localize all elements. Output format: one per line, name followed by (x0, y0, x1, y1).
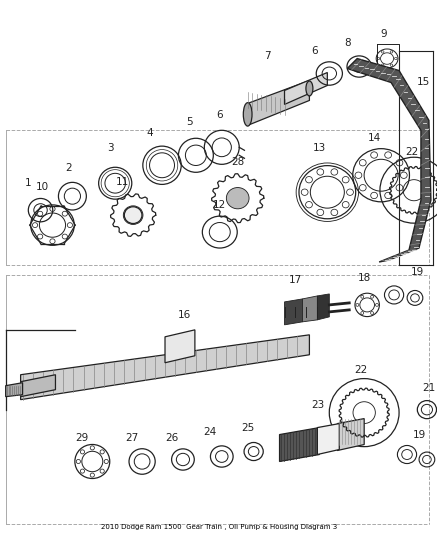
Ellipse shape (306, 81, 313, 96)
Text: 14: 14 (367, 133, 381, 143)
Polygon shape (285, 72, 327, 104)
Polygon shape (165, 330, 195, 363)
Text: 17: 17 (289, 275, 302, 285)
Text: 22: 22 (355, 365, 368, 375)
Text: 6: 6 (216, 110, 223, 120)
Text: 4: 4 (147, 128, 153, 139)
Polygon shape (337, 418, 364, 450)
Polygon shape (6, 383, 23, 397)
Ellipse shape (124, 207, 142, 223)
Text: 1: 1 (25, 178, 32, 188)
Text: 16: 16 (178, 310, 191, 320)
Polygon shape (318, 294, 329, 320)
Text: 21: 21 (422, 383, 435, 393)
Polygon shape (21, 335, 309, 400)
Text: 19: 19 (412, 430, 426, 440)
Text: 6: 6 (311, 45, 318, 55)
Text: 2010 Dodge Ram 1500  Gear Train , Oil Pump & Housing Diagram 3: 2010 Dodge Ram 1500 Gear Train , Oil Pum… (101, 523, 337, 530)
Text: 9: 9 (381, 29, 388, 38)
Polygon shape (303, 296, 318, 322)
Text: 7: 7 (264, 51, 271, 61)
Ellipse shape (124, 206, 143, 224)
Polygon shape (247, 80, 309, 125)
Text: 23: 23 (311, 400, 324, 410)
Text: 3: 3 (107, 143, 113, 154)
Text: 12: 12 (213, 200, 226, 210)
Text: 25: 25 (241, 423, 254, 433)
Text: 26: 26 (166, 433, 179, 442)
Text: 13: 13 (313, 143, 326, 154)
Polygon shape (318, 424, 339, 455)
Text: 2: 2 (65, 163, 72, 173)
Text: 28: 28 (231, 157, 244, 167)
Text: 8: 8 (344, 38, 350, 47)
Text: 27: 27 (126, 433, 139, 442)
Text: 29: 29 (76, 433, 89, 442)
Polygon shape (347, 59, 431, 262)
Text: 18: 18 (357, 273, 371, 283)
Text: 24: 24 (203, 426, 216, 437)
Polygon shape (285, 299, 303, 325)
Text: 22: 22 (405, 147, 419, 157)
Ellipse shape (226, 188, 249, 209)
Polygon shape (279, 427, 319, 462)
Polygon shape (21, 375, 56, 397)
Text: 15: 15 (416, 77, 430, 87)
Text: 11: 11 (116, 177, 129, 187)
Text: 5: 5 (187, 117, 193, 127)
Ellipse shape (243, 103, 252, 126)
Text: 19: 19 (410, 267, 424, 277)
Text: 10: 10 (36, 182, 49, 192)
